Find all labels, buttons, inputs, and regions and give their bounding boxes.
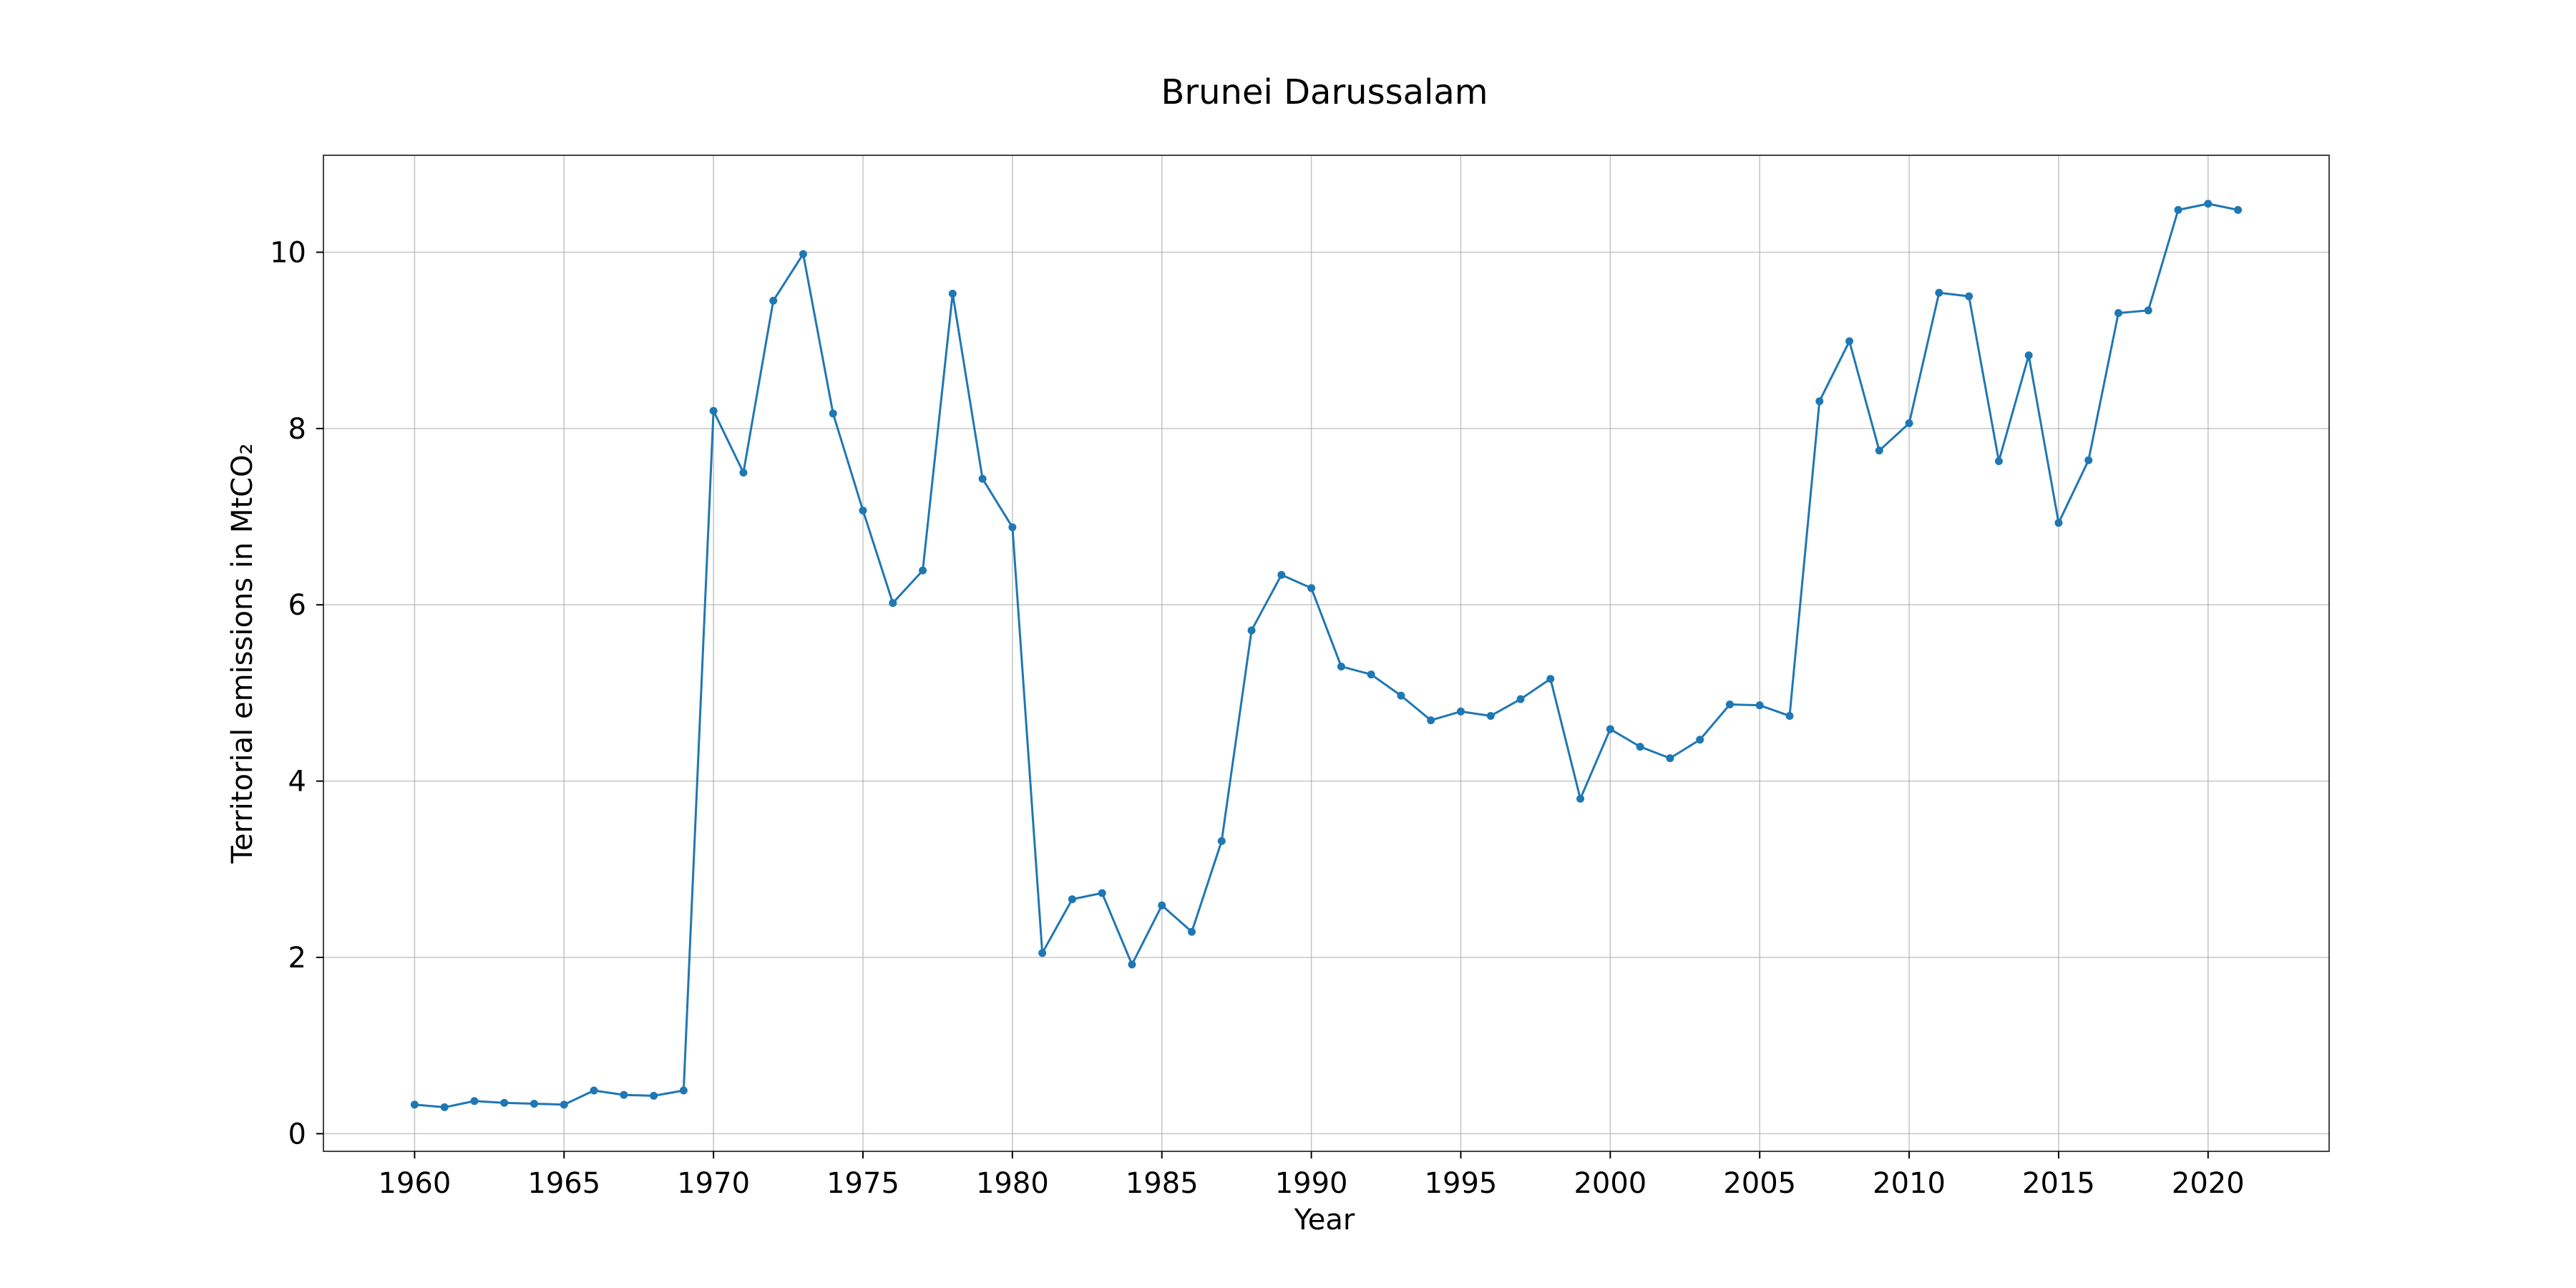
y-axis: 0 2 4 6 8 10: [270, 237, 323, 1151]
data-point: [2024, 351, 2033, 360]
data-point: [590, 1086, 598, 1095]
x-tick-label: 1995: [1425, 1167, 1498, 1200]
data-point: [1128, 960, 1136, 969]
y-tick-label: 8: [288, 413, 306, 446]
data-point: [2204, 200, 2212, 208]
data-point: [1008, 523, 1017, 532]
data-point: [1755, 701, 1764, 710]
data-point: [1456, 707, 1465, 716]
x-tick-label: 1965: [527, 1167, 600, 1200]
data-point: [1875, 447, 1883, 455]
grid: [323, 155, 2329, 1151]
x-tick-label: 1985: [1126, 1167, 1199, 1200]
x-tick-label: 2015: [2022, 1167, 2095, 1200]
data-point: [620, 1091, 628, 1099]
data-point: [978, 474, 987, 483]
data-point: [2084, 456, 2093, 464]
data-point: [1038, 949, 1047, 957]
data-point: [1636, 743, 1644, 751]
data-point: [1666, 754, 1674, 763]
data-point: [1965, 292, 1974, 301]
x-tick-label: 2010: [1873, 1167, 1946, 1200]
data-point: [2174, 205, 2182, 214]
data-point: [1905, 419, 1913, 427]
data-point: [530, 1099, 539, 1108]
x-tick-label: 1980: [976, 1167, 1049, 1200]
y-tick-label: 2: [288, 942, 306, 975]
data-point: [1217, 836, 1226, 845]
data-point: [799, 250, 807, 258]
data-point: [1994, 457, 2003, 465]
data-point: [560, 1101, 568, 1109]
x-tick-label: 2020: [2172, 1167, 2245, 1200]
data-point: [2054, 519, 2063, 527]
data-point: [1247, 626, 1256, 635]
data-point: [948, 289, 957, 298]
data-point: [1427, 716, 1435, 725]
y-tick-label: 0: [288, 1118, 306, 1151]
plot-frame: [323, 155, 2330, 1152]
data-point: [470, 1097, 479, 1106]
data-point: [919, 566, 927, 575]
data-point: [1367, 670, 1375, 679]
data-point: [709, 406, 718, 415]
data-point: [1188, 927, 1196, 936]
data-point: [500, 1098, 509, 1107]
data-point: [1696, 736, 1704, 744]
x-tick-label: 2000: [1574, 1167, 1646, 1200]
data-point: [1277, 570, 1286, 579]
x-tick-label: 1975: [826, 1167, 899, 1200]
data-point: [1785, 711, 1794, 720]
y-tick-label: 10: [270, 237, 306, 270]
data-point: [769, 296, 778, 305]
data-point: [1098, 889, 1106, 897]
series-layer: [410, 200, 2243, 1111]
data-point: [1516, 695, 1525, 703]
series-line: [414, 203, 2238, 1108]
y-axis-label: Territorial emissions in MtCO₂: [226, 443, 259, 864]
x-tick-label: 1970: [677, 1167, 750, 1200]
data-point: [1576, 794, 1585, 803]
data-point: [889, 599, 897, 608]
data-point: [1546, 675, 1555, 683]
x-axis-label: Year: [1294, 1204, 1355, 1236]
data-point: [1935, 288, 1943, 297]
data-point: [1845, 337, 1854, 346]
data-point: [410, 1101, 419, 1109]
data-point: [859, 506, 867, 514]
data-point: [739, 468, 748, 477]
chart-title: Brunei Darussalam: [1161, 72, 1488, 112]
data-point: [679, 1086, 688, 1095]
data-point: [1068, 895, 1076, 904]
data-point: [1397, 691, 1405, 700]
data-point: [1337, 662, 1345, 670]
y-tick-label: 6: [288, 589, 306, 622]
x-tick-label: 2005: [1723, 1167, 1796, 1200]
data-point: [1486, 711, 1495, 720]
x-tick-label: 1990: [1275, 1167, 1348, 1200]
data-point: [2114, 309, 2122, 318]
y-tick-label: 4: [288, 766, 306, 799]
data-point: [1815, 397, 1824, 406]
data-point: [1725, 700, 1734, 708]
data-point: [650, 1091, 658, 1100]
x-axis: 1960 1965 1970 1975 1980 1985 1990 1995 2000 2005…: [379, 1151, 2245, 1200]
data-point: [829, 409, 837, 418]
data-point: [440, 1103, 449, 1111]
data-point: [2234, 205, 2243, 214]
data-point: [1307, 584, 1316, 592]
data-point: [1158, 901, 1166, 909]
x-tick-label: 1960: [379, 1167, 452, 1200]
data-point: [2144, 306, 2152, 315]
data-point: [1606, 725, 1614, 733]
